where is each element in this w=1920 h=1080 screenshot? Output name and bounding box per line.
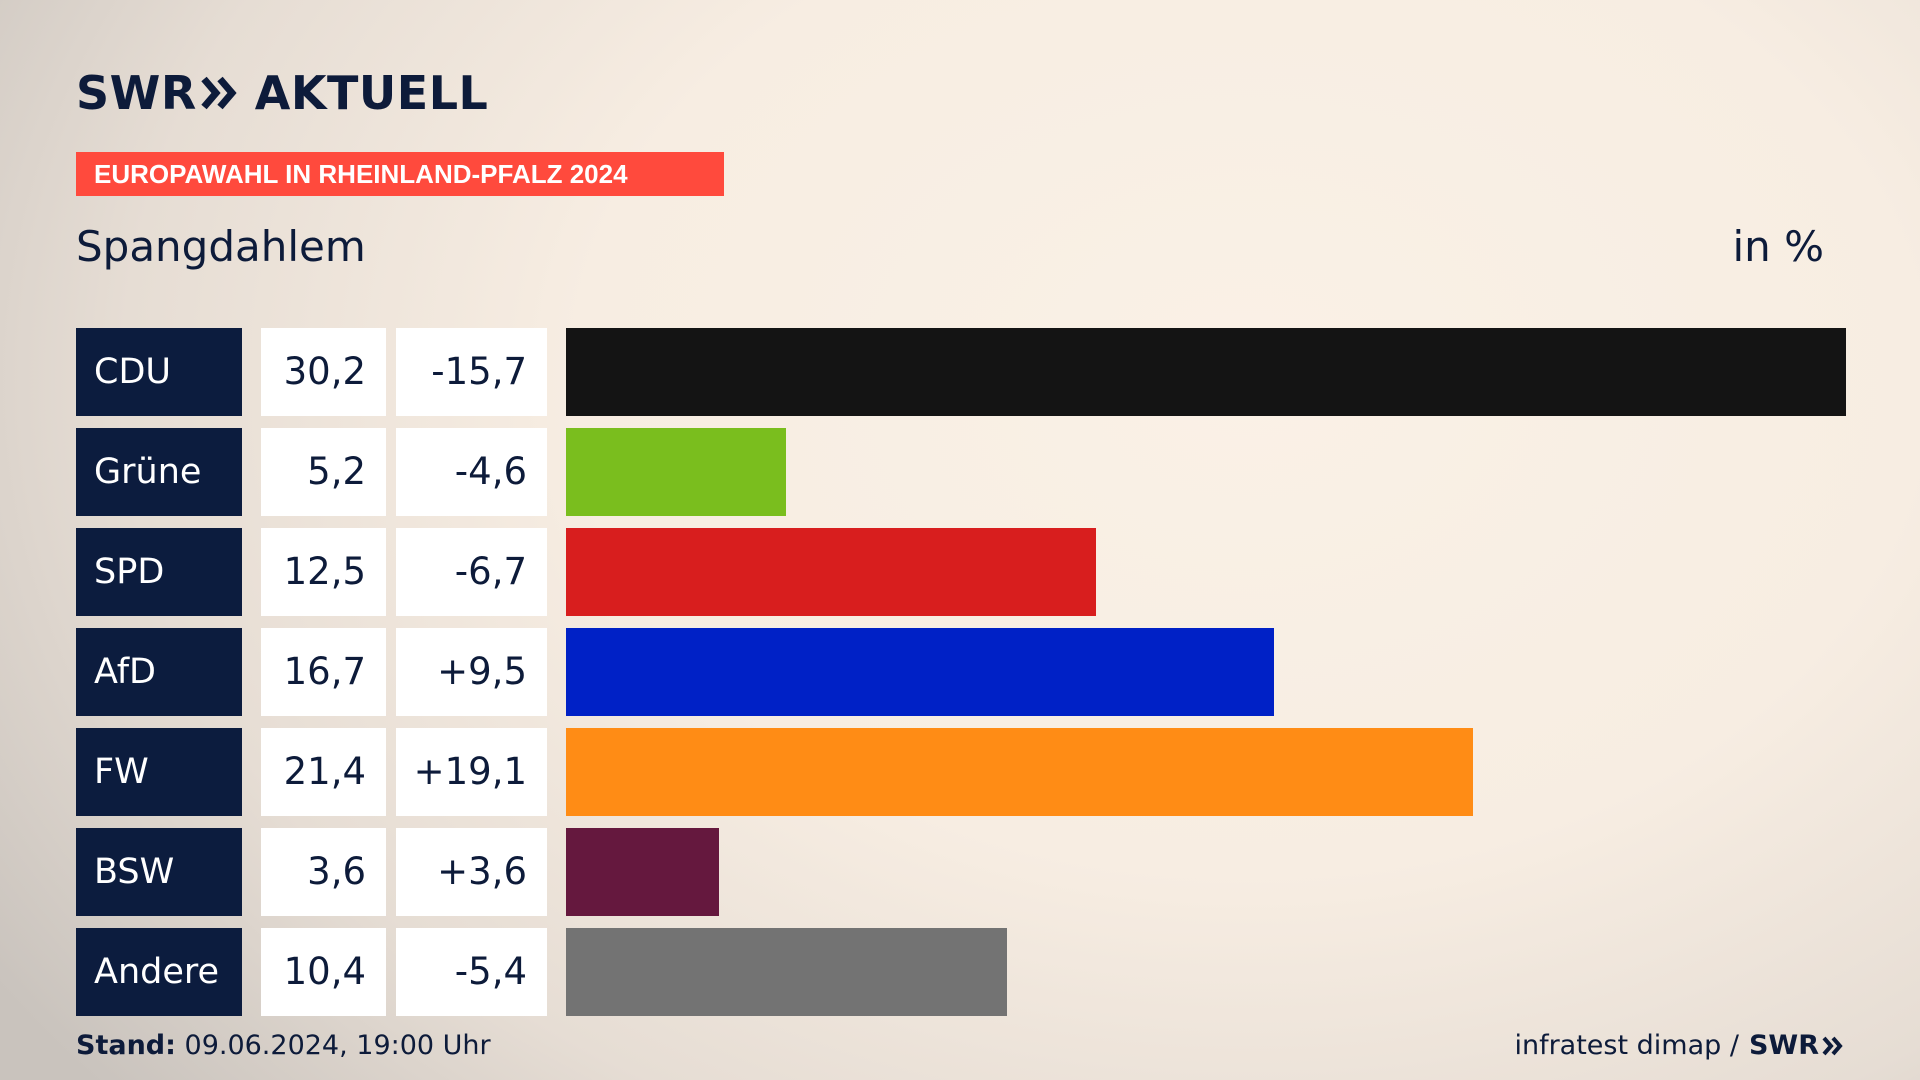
location-title: Spangdahlem bbox=[76, 222, 366, 271]
diff-label-gr-ne: -4,6 bbox=[396, 428, 547, 516]
diff-label-afd: +9,5 bbox=[396, 628, 547, 716]
stand-value: 09.06.2024, 19:00 Uhr bbox=[184, 1030, 491, 1061]
logo-aktuell-text: AKTUELL bbox=[254, 66, 489, 120]
value-label-gr-ne: 5,2 bbox=[261, 428, 386, 516]
bar-bsw bbox=[566, 828, 719, 916]
source-credit: infratest dimap / SWR bbox=[1514, 1030, 1844, 1061]
party-label-fw: FW bbox=[76, 728, 242, 816]
value-label-andere: 10,4 bbox=[261, 928, 386, 1016]
party-label-bsw: BSW bbox=[76, 828, 242, 916]
source-text: infratest dimap / bbox=[1514, 1030, 1739, 1061]
value-label-bsw: 3,6 bbox=[261, 828, 386, 916]
diff-label-spd: -6,7 bbox=[396, 528, 547, 616]
party-label-afd: AfD bbox=[76, 628, 242, 716]
logo-swr-text: SWR bbox=[76, 66, 197, 120]
diff-label-fw: +19,1 bbox=[396, 728, 547, 816]
swr-small-text: SWR bbox=[1748, 1030, 1819, 1061]
bar-fw bbox=[566, 728, 1473, 816]
party-label-cdu: CDU bbox=[76, 328, 242, 416]
timestamp: Stand: 09.06.2024, 19:00 Uhr bbox=[76, 1030, 491, 1061]
small-double-chevron-right-icon bbox=[1822, 1036, 1843, 1055]
swr-aktuell-logo: SWR AKTUELL bbox=[76, 66, 488, 120]
value-label-cdu: 30,2 bbox=[261, 328, 386, 416]
diff-label-cdu: -15,7 bbox=[396, 328, 547, 416]
value-label-spd: 12,5 bbox=[261, 528, 386, 616]
party-label-gr-ne: Grüne bbox=[76, 428, 242, 516]
swr-small-logo: SWR bbox=[1749, 1030, 1844, 1061]
diff-label-bsw: +3,6 bbox=[396, 828, 547, 916]
bar-gr-ne bbox=[566, 428, 786, 516]
bar-afd bbox=[566, 628, 1274, 716]
value-label-fw: 21,4 bbox=[261, 728, 386, 816]
double-chevron-right-icon bbox=[201, 75, 239, 111]
bar-spd bbox=[566, 528, 1096, 616]
diff-label-andere: -5,4 bbox=[396, 928, 547, 1016]
election-banner: EUROPAWAHL IN RHEINLAND-PFALZ 2024 bbox=[76, 152, 724, 196]
stand-label: Stand: bbox=[76, 1030, 176, 1061]
unit-label: in % bbox=[1732, 222, 1824, 271]
bar-andere bbox=[566, 928, 1007, 1016]
value-label-afd: 16,7 bbox=[261, 628, 386, 716]
party-label-spd: SPD bbox=[76, 528, 242, 616]
bar-cdu bbox=[566, 328, 1846, 416]
party-label-andere: Andere bbox=[76, 928, 242, 1016]
